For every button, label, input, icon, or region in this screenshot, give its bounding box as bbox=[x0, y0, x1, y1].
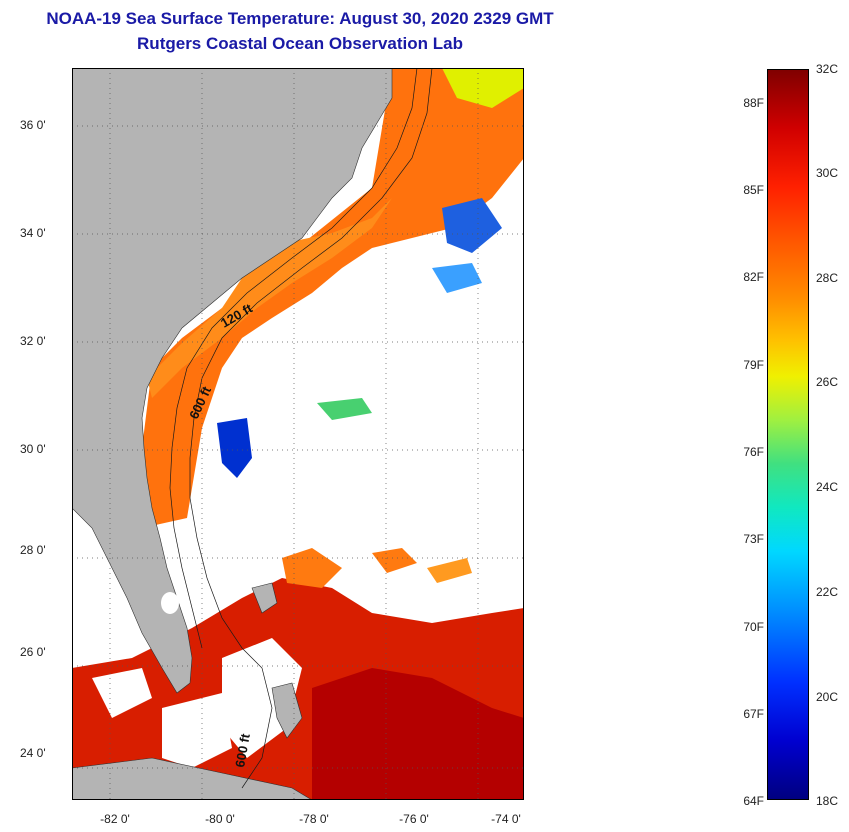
sst-southern-band bbox=[427, 558, 472, 583]
sst-nearshore-band bbox=[147, 198, 392, 398]
colorbar-c-label: 24C bbox=[816, 480, 839, 494]
temperature-colorbar bbox=[767, 69, 809, 800]
cloud-gap bbox=[162, 693, 232, 768]
sst-southern-band bbox=[372, 548, 417, 573]
land-bahamas bbox=[251, 582, 278, 614]
lat-label: 34 0' bbox=[20, 226, 46, 240]
sst-gulf-stream bbox=[142, 68, 524, 528]
lat-label: 28 0' bbox=[20, 543, 46, 557]
colorbar-c-label: 18C bbox=[816, 794, 839, 808]
lat-label: 26 0' bbox=[20, 645, 46, 659]
colorbar-c-label: 20C bbox=[816, 690, 839, 704]
lon-label: -80 0' bbox=[205, 812, 235, 826]
lat-label: 36 0' bbox=[20, 118, 46, 132]
lat-label: 24 0' bbox=[20, 746, 46, 760]
map-title: NOAA-19 Sea Surface Temperature: August … bbox=[46, 9, 554, 28]
colorbar-c-label: 30C bbox=[816, 166, 839, 180]
sst-map: 120 ft 600 ft 600 ft bbox=[72, 68, 524, 800]
colorbar-f-label: 88F bbox=[743, 96, 764, 110]
sst-warm-patch-north bbox=[442, 68, 524, 108]
cloud-gap bbox=[92, 668, 152, 718]
land-bahamas bbox=[271, 682, 303, 739]
colorbar-c-label: 32C bbox=[816, 62, 839, 76]
sst-cold-patch bbox=[442, 198, 502, 253]
lon-label: -76 0' bbox=[399, 812, 429, 826]
colorbar-f-label: 85F bbox=[743, 183, 764, 197]
colorbar-f-label: 67F bbox=[743, 707, 764, 721]
map-frame bbox=[72, 68, 524, 800]
lat-label: 30 0' bbox=[20, 442, 46, 456]
lat-label: 32 0' bbox=[20, 334, 46, 348]
colorbar-f-label: 64F bbox=[743, 794, 764, 808]
lon-label: -78 0' bbox=[299, 812, 329, 826]
colorbar-f-label: 76F bbox=[743, 445, 764, 459]
colorbar-c-label: 26C bbox=[816, 375, 839, 389]
colorbar-c-label: 28C bbox=[816, 271, 839, 285]
colorbar-f-label: 82F bbox=[743, 270, 764, 284]
graticule bbox=[72, 68, 524, 800]
sst-cold-patch bbox=[217, 418, 252, 478]
colorbar-f-label: 73F bbox=[743, 532, 764, 546]
colorbar-f-label: 79F bbox=[743, 358, 764, 372]
lake-okeechobee bbox=[161, 592, 179, 614]
bathymetry-contour bbox=[189, 68, 433, 789]
colorbar-f-label: 70F bbox=[743, 620, 764, 634]
lon-label: -74 0' bbox=[491, 812, 521, 826]
bathymetry-contour bbox=[169, 68, 418, 649]
lon-label: -82 0' bbox=[100, 812, 130, 826]
map-subtitle: Rutgers Coastal Ocean Observation Lab bbox=[137, 34, 463, 53]
sst-cold-patch bbox=[432, 263, 482, 293]
land-cuba bbox=[72, 757, 313, 800]
sst-southern-warm-dark bbox=[312, 668, 524, 800]
sst-green-patch bbox=[317, 398, 372, 420]
colorbar-c-label: 22C bbox=[816, 585, 839, 599]
land-us-southeast bbox=[72, 68, 393, 694]
contour-label-600ft: 600 ft bbox=[232, 732, 253, 769]
